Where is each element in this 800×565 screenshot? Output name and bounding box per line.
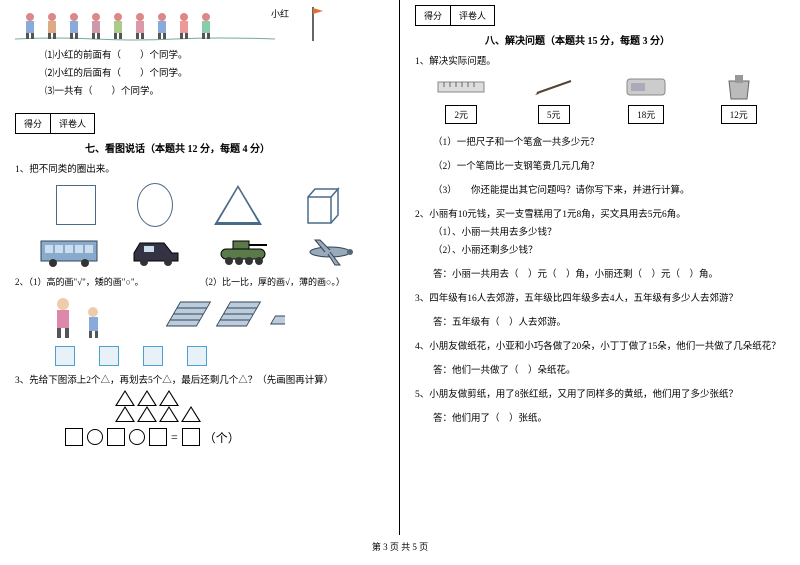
small-triangle [181,406,201,422]
eq-box [65,428,83,446]
answer-sq [55,346,75,366]
score-cell: 得分 [416,6,451,25]
equation-row: = （个） [65,428,384,446]
q7-2a: 2、（1）高的画"√"，矮的画"○"。 [15,275,200,288]
equals-sign: = [171,430,178,445]
eq-box [182,428,200,446]
oval-shape [137,183,173,227]
score-cell: 得分 [16,114,51,133]
eq-unit: （个） [204,429,240,446]
small-triangle [115,406,135,422]
q-back: ⑵小红的后面有（ ）个同学。 [45,65,384,79]
item-pencilcase: 18元 [621,73,671,124]
plane-icon [300,235,360,269]
a8-3: 答：五年级有（ ）人去郊游。 [433,314,785,328]
pencilcase-icon [621,75,671,99]
vehicles-row [15,235,384,269]
flag-icon [310,5,324,41]
section-7-title: 七、看图说话（本题共 12 分，每题 4 分） [85,140,384,155]
triangle-group [115,390,384,422]
pen-icon [529,77,579,97]
q8-1-1: （1）一把尺子和一个笔盒一共多少元？ [433,134,785,148]
triangle-shape [214,185,262,225]
reviewer-cell: 评卷人 [51,114,94,133]
cube-shape [303,185,343,225]
score-box-7: 得分 评卷人 [15,113,95,134]
price-2: 5元 [538,105,570,124]
price-1: 2元 [445,105,477,124]
q7-3: 3、先给下图添上2个△，再划去5个△，最后还剩几个△？（先画图再计算） [15,372,384,386]
eq-box [149,428,167,446]
small-triangle [115,390,135,406]
q8-2-1: （1）、小丽一共用去多少钱？ [433,224,785,238]
xiaohong-label: 小红 [271,7,289,20]
answer-sq [143,346,163,366]
q8-1: 1、解决实际问题。 [415,53,785,67]
tank-icon [213,235,273,269]
q8-2: 2、小丽有10元钱，买一支雪糕用了1元8角，买文具用去5元6角。 [415,206,785,220]
item-holder: 12元 [714,73,764,124]
q-front: ⑴小红的前面有（ ）个同学。 [45,47,384,61]
right-column: 得分 评卷人 八、解决问题（本题共 15 分，每题 3 分） 1、解决实际问题。… [400,0,800,535]
a8-4: 答：他们一共做了（ ）朵纸花。 [433,362,785,376]
score-box-8: 得分 评卷人 [415,5,495,26]
compare-images [45,294,384,340]
q8-3: 3、四年级有16人去郊游，五年级比四年级多去4人，五年级有多少人去郊游？ [415,290,785,304]
a8-2: 答：小丽一共用去（ ）元（ ）角，小丽还剩（ ）元（ ）角。 [433,266,785,280]
car-icon [126,235,186,269]
books-icon [155,294,285,340]
q8-1-3: （3） 你还能提出其它问题吗？请你写下来，并进行计算。 [433,182,785,196]
q8-2-2: （2）、小丽还剩多少钱？ [433,242,785,256]
students-figures [20,11,250,41]
item-ruler: 2元 [436,73,486,124]
square-shape [56,185,96,225]
ruler-icon [436,80,486,94]
shapes-row [15,183,384,227]
q8-4: 4、小朋友做纸花，小亚和小巧各做了20朵，小丁丁做了15朵，他们一共做了几朵纸花… [415,338,785,352]
items-row: 2元 5元 18元 12元 [415,73,785,124]
people-icon [45,294,115,340]
q7-1: 1、把不同类的圈出来。 [15,161,384,175]
worksheet-page: 小红 ⑴小红的前面有（ ）个同学。 ⑵小红的后面有（ ）个同学。 [0,0,800,535]
answer-sq [187,346,207,366]
left-column: 小红 ⑴小红的前面有（ ）个同学。 ⑵小红的后面有（ ）个同学。 [0,0,400,535]
students-illustration: 小红 [15,5,384,43]
q7-2b: （2）比一比，厚的画√，薄的画○。） [200,275,385,288]
small-triangle [159,406,179,422]
answer-sq [99,346,119,366]
q8-1-2: （2）一个笔筒比一支钢笔贵几元几角？ [433,158,785,172]
small-triangle [137,390,157,406]
price-4: 12元 [721,105,757,124]
price-3: 18元 [628,105,664,124]
item-pen: 5元 [529,73,579,124]
small-triangle [159,390,179,406]
q8-5: 5、小朋友做剪纸，用了8张红纸，又用了同样多的黄纸，他们用了多少张纸？ [415,386,785,400]
a8-5: 答：他们用了（ ）张纸。 [433,410,785,424]
answer-squares [55,346,384,366]
eq-op [87,429,103,445]
holder-icon [719,73,759,101]
eq-op [129,429,145,445]
q-total: ⑶一共有（ ）个同学。 [45,83,384,97]
eq-box [107,428,125,446]
q7-2-row: 2、（1）高的画"√"，矮的画"○"。 （2）比一比，厚的画√，薄的画○。） [15,275,384,288]
small-triangle [137,406,157,422]
section-8-title: 八、解决问题（本题共 15 分，每题 3 分） [485,32,785,47]
reviewer-cell: 评卷人 [451,6,494,25]
page-footer: 第 3 页 共 5 页 [0,535,800,553]
bus-icon [39,235,99,269]
